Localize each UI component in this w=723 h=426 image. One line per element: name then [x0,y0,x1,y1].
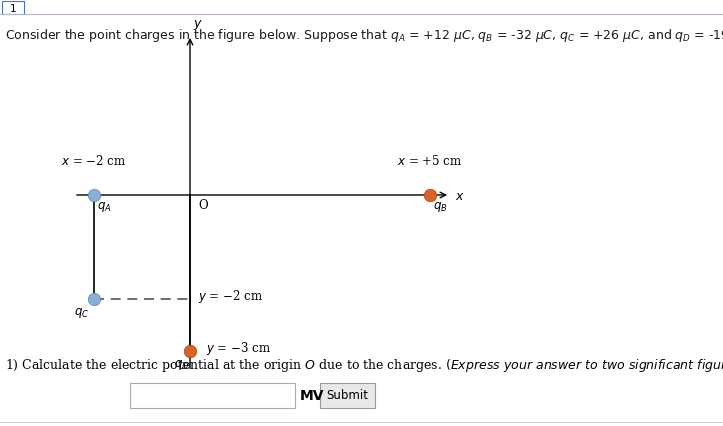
Text: $q_A$: $q_A$ [97,200,111,214]
Text: O: O [198,199,208,212]
Text: Submit: Submit [327,389,369,402]
Text: $y$ = −3 cm: $y$ = −3 cm [206,340,271,357]
Text: $x$: $x$ [455,190,465,202]
Text: $q_C$: $q_C$ [74,306,89,320]
FancyBboxPatch shape [130,383,295,408]
Text: $y$ = −2 cm: $y$ = −2 cm [198,288,263,305]
Text: 1: 1 [9,3,17,14]
FancyBboxPatch shape [2,1,24,14]
Text: 1) Calculate the electric potential at the origin ​$O$​ due to the charges. $(Ex: 1) Calculate the electric potential at t… [5,357,723,374]
Text: Consider the point charges in the figure below. Suppose that $q_A$ = +12 $\mu$$C: Consider the point charges in the figure… [5,28,723,44]
Text: $y$: $y$ [193,18,203,32]
Text: MV: MV [300,389,325,403]
FancyBboxPatch shape [320,383,375,408]
Text: $q_D$: $q_D$ [174,358,189,372]
Text: $x$ = +5 cm: $x$ = +5 cm [398,154,463,168]
Text: $x$ = −2 cm: $x$ = −2 cm [61,154,127,168]
Text: $q_B$: $q_B$ [433,200,448,214]
